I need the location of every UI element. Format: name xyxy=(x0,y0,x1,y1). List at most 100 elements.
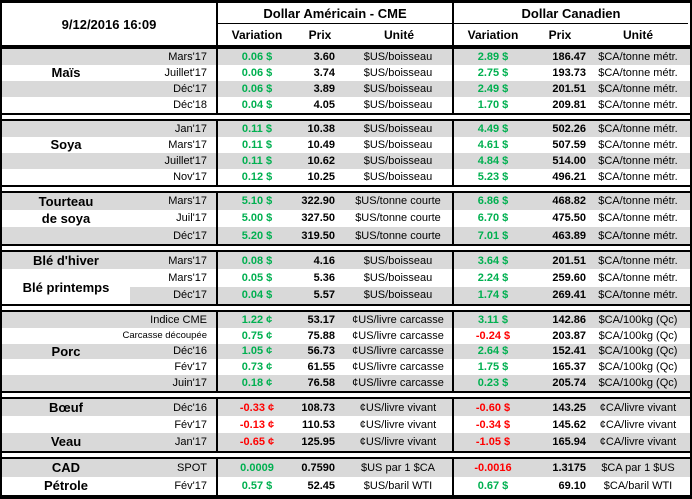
usd-unit-label: $US/boisseau xyxy=(344,168,454,185)
cad-price-value: 468.82 xyxy=(552,195,586,208)
cad-variation-value: 6.86 $ xyxy=(477,195,509,208)
table-row: Blé d'hiver Mars'17 0.08 $ 4.16 $US/boisseau… xyxy=(2,252,690,270)
usd-variation-value: -0.13 ¢ xyxy=(239,418,275,431)
usd-price-value: 5.36 xyxy=(313,272,335,285)
usd-unit-label: $US/boisseau xyxy=(344,80,454,97)
usd-variation-value: 0.06 $ xyxy=(241,50,273,63)
cad-price-value: 203.87 xyxy=(552,329,586,342)
usd-variation-value: 0.18 ¢ xyxy=(241,377,273,390)
usd-price-value: 5.57 xyxy=(313,289,335,302)
cad-unit-label: $CA/100kg (Qc) xyxy=(598,329,678,342)
table-row: Juin'17 0.18 ¢ 76.58 ¢US/livre carcasse 0.23… xyxy=(2,375,690,391)
usd-unit-label: $US/boisseau xyxy=(344,49,454,65)
table-row: Porc Déc'16 1.05 ¢ 56.73 ¢US/livre carcasse 2… xyxy=(2,343,690,360)
cad-unit-label: ¢CA/livre vivant xyxy=(599,401,677,414)
usd-price-value: 108.73 xyxy=(301,401,335,414)
table-row: Tourteau Mars'17 5.10 $ 322.90 $US/tonne cou… xyxy=(2,192,690,210)
contract-month: Nov'17 xyxy=(130,168,218,185)
cad-unit-label: $CA/100kg (Qc) xyxy=(598,345,678,358)
commodity-label xyxy=(2,97,130,113)
usd-price-value: 319.50 xyxy=(301,229,335,242)
usd-variation-value: -0.33 ¢ xyxy=(239,401,275,414)
usd-unit-label: ¢US/livre carcasse xyxy=(344,311,454,328)
usd-variation-value: 5.00 $ xyxy=(241,212,273,225)
cad-variation-header: Variation xyxy=(467,27,519,42)
commodity-label xyxy=(2,153,130,169)
cad-unit-label: $CA/tonne métr. xyxy=(598,138,678,151)
table-row: Indice CME 1.22 ¢ 53.17 ¢US/livre carcasse 3… xyxy=(2,311,690,328)
cad-variation-value: 4.61 $ xyxy=(477,138,509,151)
usd-unit-label: $US/boisseau xyxy=(344,136,454,153)
cad-variation-value: 2.24 $ xyxy=(477,272,509,285)
cad-variation-value: 1.74 $ xyxy=(477,289,509,302)
usd-variation-value: 0.11 $ xyxy=(242,138,272,151)
cad-section-title: Dollar Canadien xyxy=(454,3,688,24)
cad-variation-value: 1.70 $ xyxy=(477,98,509,111)
cad-price-value: 143.25 xyxy=(552,401,586,414)
cad-unit-label: $CA/100kg (Qc) xyxy=(598,313,678,326)
cad-unit-label: $CA/tonne métr. xyxy=(598,195,678,208)
contract-month: Juillet'17 xyxy=(130,152,218,169)
table-row: Pétrole Fév'17 0.57 $ 52.45 $US/baril WTI 0.6… xyxy=(2,476,690,496)
commodity-label xyxy=(2,49,130,65)
cad-price-value: 205.74 xyxy=(552,377,586,390)
cad-variation-value: 6.70 $ xyxy=(477,212,509,225)
cad-unit-label: $CA/tonne métr. xyxy=(598,82,678,95)
contract-month: Déc'17 xyxy=(130,80,218,97)
cad-variation-value: 3.11 $ xyxy=(478,313,508,326)
cad-price-value: 152.41 xyxy=(552,345,586,358)
usd-variation-value: 0.06 $ xyxy=(241,82,273,95)
usd-unit-label: ¢US/livre vivant xyxy=(344,416,454,434)
cad-unit-label: ¢CA/livre vivant xyxy=(599,435,677,448)
usd-unit-label: $US/boisseau xyxy=(344,120,454,137)
usd-variation-value: 0.11 $ xyxy=(242,122,272,135)
commodity-label xyxy=(2,121,130,137)
contract-month: Déc'17 xyxy=(130,227,218,245)
commodity-label xyxy=(2,359,130,375)
contract-month: Jan'17 xyxy=(130,120,218,137)
table-row: Déc'18 0.04 $ 4.05 $US/boisseau 1.70 $ 209.81… xyxy=(2,96,690,113)
cad-price-value: 201.51 xyxy=(552,82,586,95)
table-row: Blé printemps Mars'17 0.05 $ 5.36 $US/boisse… xyxy=(2,269,690,295)
cad-price-value: 165.94 xyxy=(552,435,586,448)
usd-variation-value: 0.73 ¢ xyxy=(241,361,273,374)
group-porc: Indice CME 1.22 ¢ 53.17 ¢US/livre carcasse 3… xyxy=(2,309,690,393)
cad-variation-value: -0.60 $ xyxy=(475,401,511,414)
group-separator xyxy=(2,186,690,191)
cad-variation-value: 2.49 $ xyxy=(477,82,509,95)
usd-unit-label: $US/tonne courte xyxy=(344,192,454,210)
commodity-label xyxy=(2,416,130,433)
group-boeuf-veau: Bœuf Déc'16 -0.33 ¢ 108.73 ¢US/livre vivant -… xyxy=(2,396,690,453)
usd-prix-header: Prix xyxy=(308,27,332,42)
contract-month: Fév'17 xyxy=(130,476,218,496)
cad-variation-value: 4.49 $ xyxy=(477,122,509,135)
cad-variation-value: 4.84 $ xyxy=(477,154,509,167)
cad-unit-label: $CA/tonne métr. xyxy=(598,272,678,285)
cad-variation-value: 1.75 $ xyxy=(477,361,509,374)
contract-month: Juin'17 xyxy=(130,375,218,391)
cad-variation-value: -0.0016 xyxy=(474,461,512,474)
cad-unit-label: $CA/tonne métr. xyxy=(598,254,678,267)
cad-variation-value: 0.23 $ xyxy=(477,377,509,390)
contract-month: Jan'17 xyxy=(130,433,218,451)
usd-unite-header: Unité xyxy=(384,27,414,42)
contract-month: Mars'17 xyxy=(130,269,218,287)
table-row: Carcasse découpée 0.75 ¢ 75.88 ¢US/livre ca… xyxy=(2,327,690,344)
cad-variation-value: -1.05 $ xyxy=(475,435,511,448)
table-row: Mars'17 0.06 $ 3.60 $US/boisseau 2.89 $ 186.4… xyxy=(2,49,690,65)
usd-price-value: 53.17 xyxy=(307,313,335,326)
group-separator xyxy=(2,246,690,251)
usd-unit-label: $US/baril WTI xyxy=(344,476,454,496)
commodity-label: de soya xyxy=(41,210,91,226)
usd-variation-value: 0.11 $ xyxy=(242,154,272,167)
table-row: de soya Juil'17 5.00 $ 327.50 $US/tonne cour… xyxy=(2,209,690,228)
usd-price-value: 56.73 xyxy=(307,345,335,358)
cad-prix-header: Prix xyxy=(548,27,572,42)
commodity-label: Blé printemps xyxy=(22,279,110,295)
table-row: Déc'17 0.04 $ 5.57 $US/boisseau 1.74 $ 269.41… xyxy=(2,286,690,304)
table-row: CAD SPOT 0.0009 0.7590 $US par 1 $CA -0.0016 1… xyxy=(2,458,690,477)
cad-variation-value: 7.01 $ xyxy=(477,229,509,242)
usd-unit-label: $US/boisseau xyxy=(344,252,454,270)
cad-variation-value: -0.24 $ xyxy=(475,329,511,342)
